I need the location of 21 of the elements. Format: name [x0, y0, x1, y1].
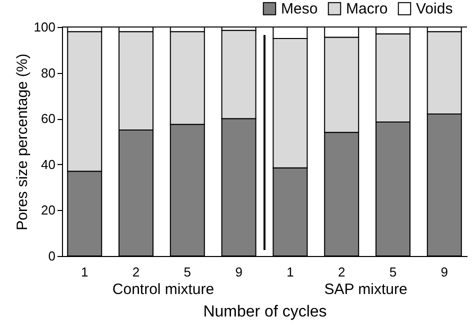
y-axis-title: Pores size percentage (%) — [14, 54, 31, 230]
legend-label: Macro — [346, 0, 388, 18]
legend-label: Meso — [281, 0, 318, 18]
y-tick-label: 0 — [48, 248, 56, 264]
y-tick-label: 40 — [41, 156, 56, 172]
x-tick-label: 9 — [440, 264, 448, 280]
x-tick-label: 1 — [80, 264, 88, 280]
x-axis-title: Number of cycles — [203, 304, 327, 320]
x-tick-label: 9 — [235, 264, 242, 280]
y-tick-label: 100 — [34, 20, 56, 34]
text: SAP mixture — [324, 281, 408, 298]
legend-label: Voids — [416, 0, 453, 18]
x-tick-label: 5 — [184, 264, 192, 280]
x-tick-label: 5 — [389, 264, 397, 280]
x-tick-label: 2 — [338, 264, 346, 280]
x-tick-label: 2 — [132, 264, 140, 280]
x-tick-label: 1 — [286, 264, 294, 280]
y-tick-label: 80 — [41, 65, 56, 80]
text: Control mixture — [112, 281, 214, 298]
y-tick-label: 20 — [41, 202, 56, 218]
y-tick-label: 60 — [41, 111, 56, 126]
